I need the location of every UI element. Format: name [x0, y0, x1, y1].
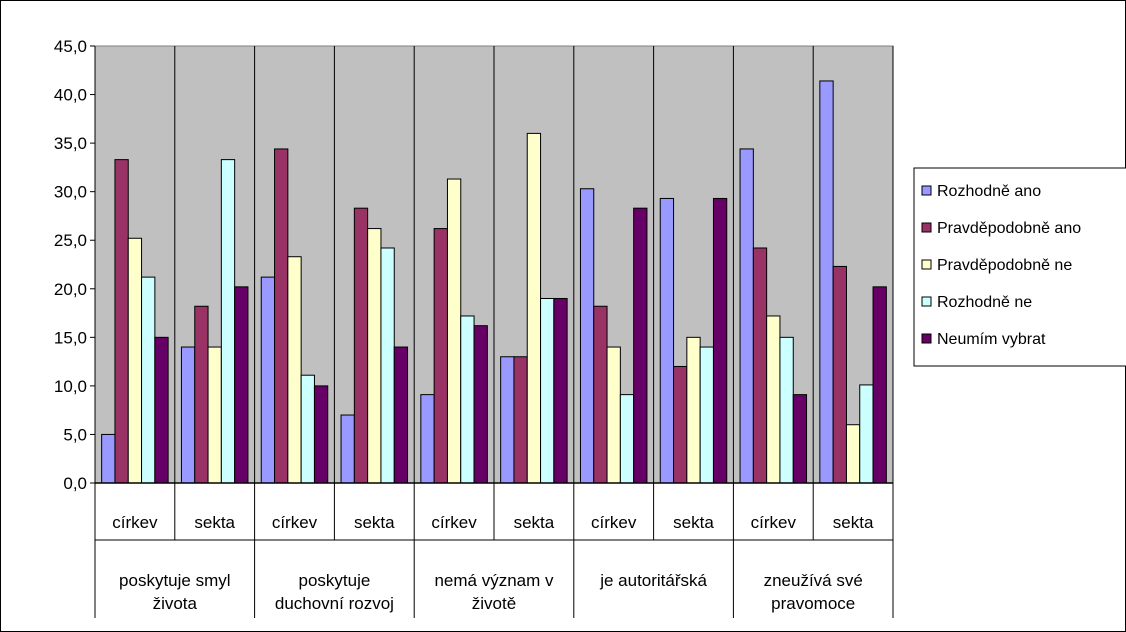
group-label: životě — [472, 594, 516, 613]
bar — [766, 315, 781, 484]
x-tick-label: církev — [751, 513, 797, 532]
legend-label: Pravděpodobně ne — [937, 257, 1072, 274]
bar — [420, 394, 435, 484]
bar — [739, 148, 754, 484]
x-tick-label: církev — [591, 513, 637, 532]
y-tick-label: 40,0 — [54, 86, 87, 105]
bar — [872, 286, 887, 484]
bar — [606, 346, 621, 484]
bar — [141, 276, 156, 484]
y-axis: 0,0 5,0 10,0 15,0 20,0 25,0 30,0 35,0 40,0 45,0 — [54, 37, 893, 493]
group-label: života — [153, 594, 198, 613]
bar — [473, 325, 488, 484]
bar — [579, 188, 595, 484]
bar — [553, 297, 568, 484]
legend-swatch — [921, 333, 932, 344]
bar — [274, 148, 289, 484]
legend-box — [913, 167, 1126, 367]
x-tick-label: sekta — [354, 513, 395, 532]
y-tick-label: 20,0 — [54, 280, 87, 299]
bar — [287, 256, 302, 484]
legend-label: Neumím vybrat — [937, 331, 1046, 348]
y-tick-label: 35,0 — [54, 134, 87, 153]
legend-swatch — [921, 185, 932, 196]
bar — [845, 424, 861, 484]
legend-label: Rozhodně ano — [937, 183, 1041, 200]
bar — [859, 384, 874, 484]
x-tick-label: církev — [112, 513, 158, 532]
bar — [779, 336, 794, 484]
bar — [686, 336, 701, 484]
legend-label: Rozhodně ne — [937, 294, 1032, 311]
bar — [526, 132, 542, 484]
bar — [659, 197, 675, 484]
x-tick-label: sekta — [673, 513, 714, 532]
bar — [127, 237, 143, 484]
bar — [101, 433, 116, 484]
bar — [194, 305, 209, 484]
legend-label: Pravděpodobně ano — [937, 220, 1081, 237]
y-tick-label: 25,0 — [54, 231, 87, 250]
legend: Rozhodně ano Pravděpodobně ano Pravděpodob… — [913, 167, 1126, 367]
bar — [752, 247, 768, 484]
group-label: zneužívá své — [764, 571, 863, 590]
bar — [446, 178, 462, 484]
bars-layer — [101, 80, 887, 484]
bar — [380, 247, 395, 484]
bar — [180, 346, 196, 484]
bar — [513, 356, 528, 484]
y-tick-label: 15,0 — [54, 328, 87, 347]
bar — [619, 394, 635, 484]
x-tick-label: sekta — [833, 513, 874, 532]
bar — [313, 385, 329, 484]
group-label: pravomoce — [771, 594, 855, 613]
bar — [712, 197, 728, 484]
x-axis-categories: církev sekta církev sekta církev sekta církev s… — [112, 513, 874, 613]
bar — [819, 80, 834, 484]
x-tick-label: sekta — [194, 513, 235, 532]
bar — [207, 346, 222, 484]
bar — [500, 356, 515, 484]
group-label: nemá význam v — [434, 571, 554, 590]
bar — [260, 276, 276, 484]
group-label: duchovní rozvoj — [275, 594, 394, 613]
legend-swatch — [921, 296, 932, 307]
bar — [114, 159, 129, 484]
y-tick-label: 10,0 — [54, 377, 87, 396]
bar — [633, 207, 648, 484]
y-tick-label: 30,0 — [54, 183, 87, 202]
bar — [673, 365, 688, 484]
bar — [367, 228, 382, 484]
bar — [154, 336, 169, 484]
y-tick-label: 5,0 — [63, 425, 87, 444]
bar — [234, 286, 249, 484]
bar — [353, 207, 369, 484]
bar — [220, 159, 236, 484]
bar — [593, 305, 608, 484]
bar — [540, 297, 555, 484]
group-label: je autoritářská — [599, 571, 707, 590]
x-tick-label: sekta — [514, 513, 555, 532]
group-label: poskytuje — [298, 571, 370, 590]
group-label: poskytuje smyl — [119, 571, 230, 590]
bar — [792, 394, 808, 484]
bar — [699, 346, 714, 484]
legend-swatch — [921, 259, 932, 270]
x-tick-label: církev — [431, 513, 477, 532]
legend-swatch — [921, 222, 932, 233]
bar — [832, 265, 847, 484]
y-tick-label: 45,0 — [54, 37, 87, 56]
y-tick-label: 0,0 — [63, 474, 87, 493]
bar — [340, 414, 355, 484]
bar — [433, 228, 448, 484]
bar — [393, 346, 409, 484]
x-tick-label: církev — [272, 513, 318, 532]
category-separators — [94, 46, 894, 618]
bar — [460, 315, 475, 484]
bar — [300, 374, 315, 484]
